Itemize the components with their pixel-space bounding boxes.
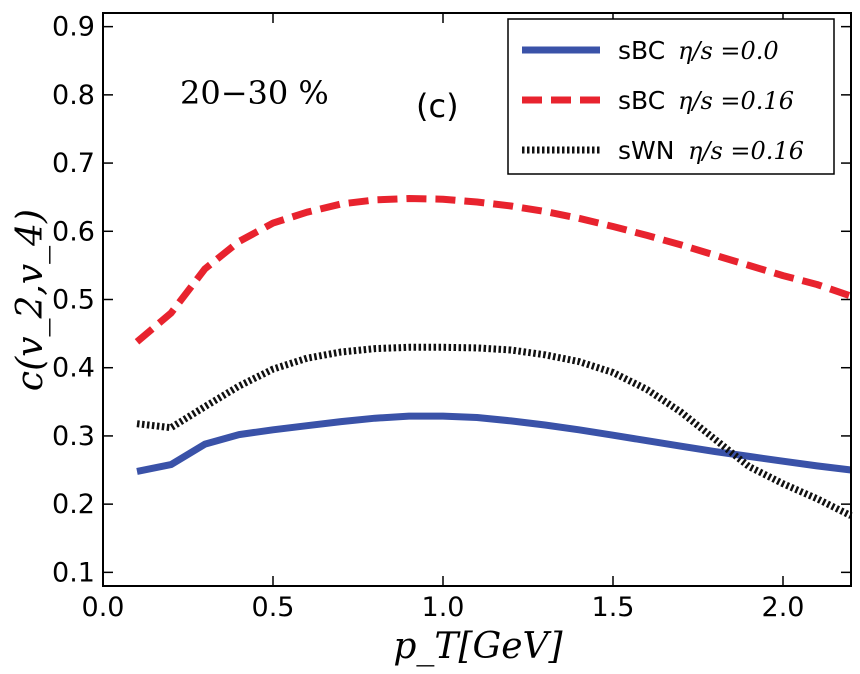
x-tick-label: 2.0 <box>762 592 805 623</box>
x-axis-label: p_T[GeV] <box>393 626 563 667</box>
y-axis-label: c(v_2,v_4) <box>10 209 51 391</box>
x-tick-label: 0.0 <box>82 592 125 623</box>
legend-label-2: sBC <box>618 86 665 115</box>
series-layer <box>134 195 853 519</box>
series-line-3 <box>136 343 853 519</box>
centrality-annotation: 20−30 % <box>180 74 329 112</box>
legend-label-math-2: η/s =0.16 <box>678 87 794 115</box>
x-tick-label: 0.5 <box>252 592 295 623</box>
ticks-layer: 0.0 0.5 1.0 1.5 2.0 0.1 0.2 0.3 0.4 0.5 0.6 0.7 0.8 0… <box>52 12 851 623</box>
y-tick-label: 0.5 <box>52 285 95 316</box>
y-tick-label: 0.6 <box>52 216 95 247</box>
y-tick-label: 0.7 <box>52 148 95 179</box>
y-tick-label: 0.2 <box>52 489 95 520</box>
plot-frame <box>102 12 852 587</box>
x-tick-label: 1.0 <box>422 592 465 623</box>
legend-label-math-3: η/s =0.16 <box>688 137 804 165</box>
legend-label-1: sBC <box>618 36 665 65</box>
y-tick-label: 0.1 <box>52 557 95 588</box>
y-tick-label: 0.8 <box>52 80 95 111</box>
y-tick-label: 0.4 <box>52 353 95 384</box>
legend-label-3: sWN <box>618 136 674 165</box>
series-line-2 <box>134 195 853 345</box>
x-tick-label: 1.5 <box>592 592 635 623</box>
panel-label: (c) <box>416 87 459 125</box>
y-tick-label: 0.9 <box>52 12 95 43</box>
legend-label-math-1: η/s =0.0 <box>678 37 779 65</box>
y-tick-label: 0.3 <box>52 421 95 452</box>
